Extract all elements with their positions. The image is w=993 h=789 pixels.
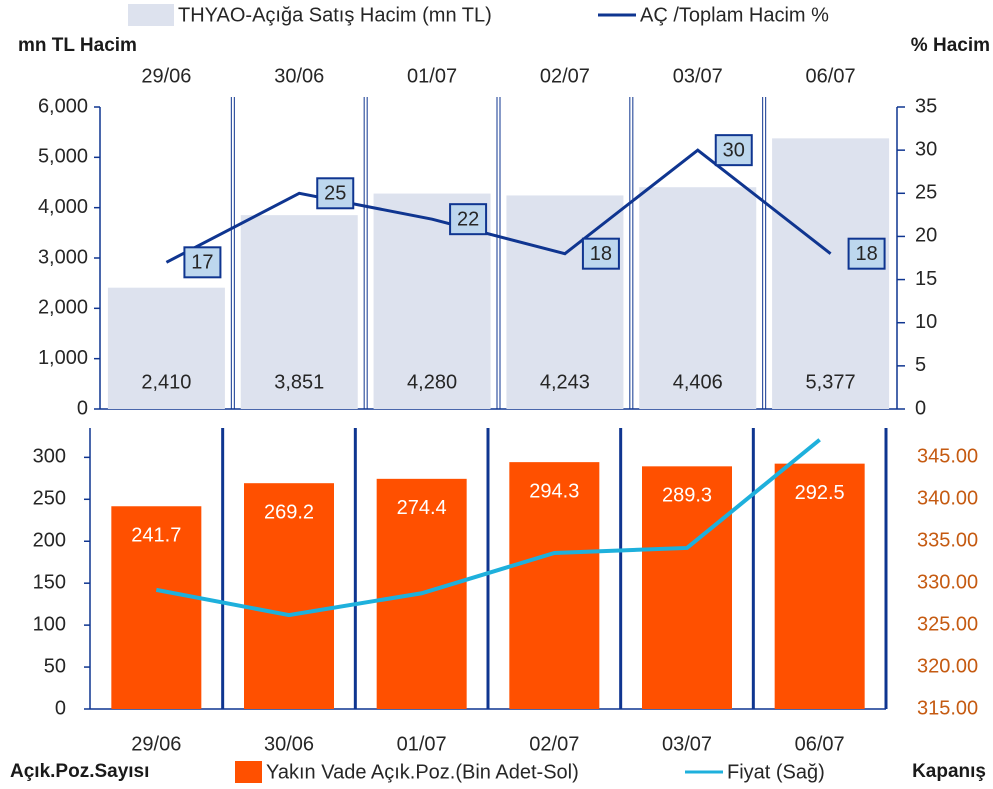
y-axis-label: Açık.Poz.Sayısı bbox=[10, 761, 149, 782]
x-tick-label: 30/06 bbox=[274, 65, 324, 87]
y2-tick-label: 5 bbox=[915, 354, 926, 376]
bar bbox=[509, 462, 600, 709]
y-tick-label: 2,000 bbox=[38, 297, 88, 319]
x-tick-label: 01/07 bbox=[397, 733, 447, 755]
line-label-box bbox=[714, 134, 753, 167]
legend-label: AÇ /Toplam Hacim % bbox=[640, 4, 829, 26]
y2-tick-label: 315.00 bbox=[917, 697, 978, 719]
y-tick-label: 300 bbox=[33, 446, 66, 468]
bar-label: 2,410 bbox=[141, 371, 191, 393]
bar bbox=[642, 466, 732, 709]
line-label: 17 bbox=[191, 252, 213, 274]
line bbox=[165, 148, 832, 264]
x-tick-label: 29/06 bbox=[141, 65, 191, 87]
bar-label: 4,406 bbox=[673, 371, 723, 393]
y-tick-label: 6,000 bbox=[38, 95, 88, 117]
y-tick-label: 100 bbox=[33, 613, 66, 635]
bar bbox=[244, 483, 334, 709]
y-tick-label: 4,000 bbox=[38, 196, 88, 218]
x-tick-label: 03/07 bbox=[673, 65, 723, 87]
y2-tick-label: 335.00 bbox=[917, 530, 978, 552]
y2-tick-label: 10 bbox=[915, 311, 937, 333]
line-label-box bbox=[581, 237, 620, 270]
line-label: 22 bbox=[457, 208, 479, 230]
legend-label: Fiyat (Sağ) bbox=[727, 761, 825, 783]
y2-tick-label: 15 bbox=[915, 268, 937, 290]
line-label: 30 bbox=[723, 139, 745, 161]
y-tick-label: 150 bbox=[33, 571, 66, 593]
bar bbox=[107, 287, 225, 409]
x-tick-label: 29/06 bbox=[131, 733, 181, 755]
line bbox=[155, 438, 821, 618]
y2-axis-label: Kapanış bbox=[912, 761, 986, 782]
line-label: 25 bbox=[324, 183, 346, 205]
line-label-box bbox=[316, 177, 355, 210]
line-label: 18 bbox=[855, 243, 877, 265]
y-tick-label: 200 bbox=[33, 530, 66, 552]
y2-tick-label: 35 bbox=[915, 95, 937, 117]
y-tick-label: 3,000 bbox=[38, 246, 88, 268]
y2-tick-label: 30 bbox=[915, 138, 937, 160]
y2-tick-label: 25 bbox=[915, 182, 937, 204]
y-tick-label: 250 bbox=[33, 488, 66, 510]
bar-label: 289.3 bbox=[662, 485, 712, 507]
y-tick-label: 5,000 bbox=[38, 146, 88, 168]
y-tick-label: 1,000 bbox=[38, 347, 88, 369]
x-tick-label: 06/07 bbox=[806, 65, 856, 87]
x-tick-label: 01/07 bbox=[407, 65, 457, 87]
y-axis-label: mn TL Hacim bbox=[18, 35, 137, 56]
legend-label: Yakın Vade Açık.Poz.(Bin Adet-Sol) bbox=[266, 761, 579, 783]
legend-swatch bbox=[128, 4, 174, 26]
legend-swatch bbox=[235, 761, 262, 783]
bar-label: 4,243 bbox=[540, 371, 590, 393]
bar-label: 292.5 bbox=[795, 482, 845, 504]
y2-tick-label: 20 bbox=[915, 225, 937, 247]
x-tick-label: 02/07 bbox=[529, 733, 579, 755]
bar bbox=[111, 506, 202, 709]
bar-label: 269.2 bbox=[264, 501, 314, 523]
y2-tick-label: 0 bbox=[915, 397, 926, 419]
y-tick-label: 0 bbox=[55, 697, 66, 719]
y-tick-label: 0 bbox=[77, 397, 88, 419]
line-label-box bbox=[847, 237, 886, 270]
y2-axis-label: % Hacim bbox=[911, 35, 990, 56]
bar bbox=[772, 138, 890, 409]
y2-tick-label: 330.00 bbox=[917, 571, 978, 593]
bar bbox=[639, 187, 757, 409]
bar-label: 274.4 bbox=[397, 497, 447, 519]
bar-label: 3,851 bbox=[274, 371, 324, 393]
bar bbox=[240, 215, 358, 409]
x-tick-label: 03/07 bbox=[662, 733, 712, 755]
bar bbox=[774, 463, 865, 709]
line-label-box bbox=[449, 203, 488, 236]
legend-label: THYAO-Açığa Satış Hacim (mn TL) bbox=[178, 4, 492, 26]
bar-label: 5,377 bbox=[806, 371, 856, 393]
x-tick-label: 06/07 bbox=[795, 733, 845, 755]
y2-tick-label: 325.00 bbox=[917, 613, 978, 635]
bar-label: 4,280 bbox=[407, 371, 457, 393]
bar-label: 241.7 bbox=[131, 525, 181, 547]
y2-tick-label: 345.00 bbox=[917, 446, 978, 468]
y2-tick-label: 340.00 bbox=[917, 488, 978, 510]
y2-tick-label: 320.00 bbox=[917, 655, 978, 677]
line-label-box bbox=[183, 246, 222, 279]
x-tick-label: 02/07 bbox=[540, 65, 590, 87]
x-tick-label: 30/06 bbox=[264, 733, 314, 755]
y-tick-label: 50 bbox=[44, 655, 66, 677]
line-label: 18 bbox=[590, 243, 612, 265]
bar-label: 294.3 bbox=[529, 480, 579, 502]
bar bbox=[506, 195, 624, 409]
